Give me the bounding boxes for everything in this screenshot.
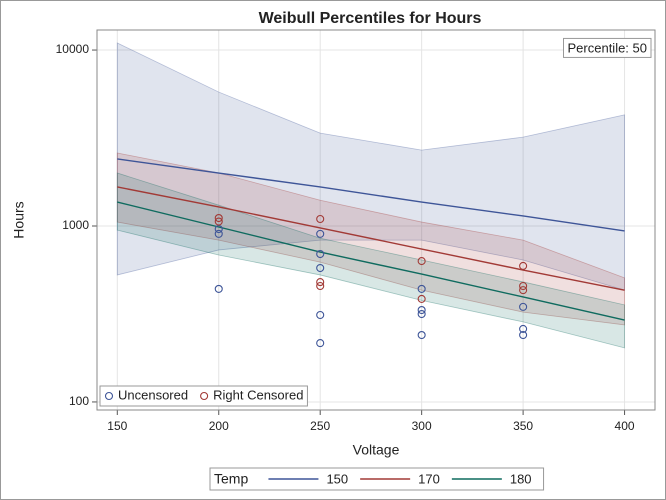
data-point (316, 263, 325, 273)
x-tick-label: 300 (412, 419, 432, 433)
data-point (417, 305, 426, 315)
data-point (519, 331, 528, 340)
data-point (519, 286, 528, 295)
scatter-legend-box (99, 385, 308, 407)
x-tick-label: 350 (513, 419, 533, 433)
data-point (316, 339, 325, 348)
legend-label: 180 (510, 471, 532, 486)
legend-marker (104, 391, 114, 401)
y-tick-label: 1000 (62, 218, 89, 232)
data-point (519, 324, 528, 333)
percentile-line (117, 201, 625, 321)
data-point (214, 213, 223, 223)
data-point (316, 281, 325, 291)
data-point (417, 294, 426, 303)
data-point (417, 257, 426, 266)
legend-label: 170 (418, 471, 440, 486)
data-point (519, 261, 528, 270)
data-point (214, 284, 223, 293)
percentile-line (117, 158, 625, 232)
data-point (316, 214, 325, 224)
y-tick-label: 10000 (56, 42, 90, 56)
x-axis-label: Voltage (353, 442, 400, 458)
legend-marker (200, 391, 209, 401)
legend-label: Uncensored (118, 387, 188, 402)
data-point (417, 309, 426, 319)
x-tick-label: 400 (615, 419, 635, 433)
data-point (214, 229, 223, 238)
data-point (214, 217, 223, 226)
data-point (316, 249, 325, 259)
confidence-band (116, 172, 625, 349)
y-axis-label: Hours (11, 201, 27, 238)
data-point (417, 284, 426, 293)
x-tick-label: 150 (107, 419, 127, 433)
chart-title: Weibull Percentiles for Hours (259, 10, 482, 27)
legend-label: 150 (326, 471, 348, 486)
y-tick-label: 100 (69, 394, 89, 408)
data-point (316, 278, 325, 287)
legend-title: Temp (214, 471, 248, 487)
data-point (316, 229, 325, 238)
legend-label: Right Censored (213, 387, 303, 402)
data-point (519, 302, 528, 311)
x-tick-label: 200 (209, 419, 229, 433)
annotation: Percentile: 50 (568, 40, 648, 55)
data-point (316, 310, 325, 320)
data-point (519, 281, 528, 291)
data-point (417, 331, 426, 340)
plot-frame (96, 29, 656, 411)
x-tick-label: 250 (310, 419, 330, 433)
annotation-box (563, 37, 652, 58)
percentile-line (117, 186, 625, 291)
